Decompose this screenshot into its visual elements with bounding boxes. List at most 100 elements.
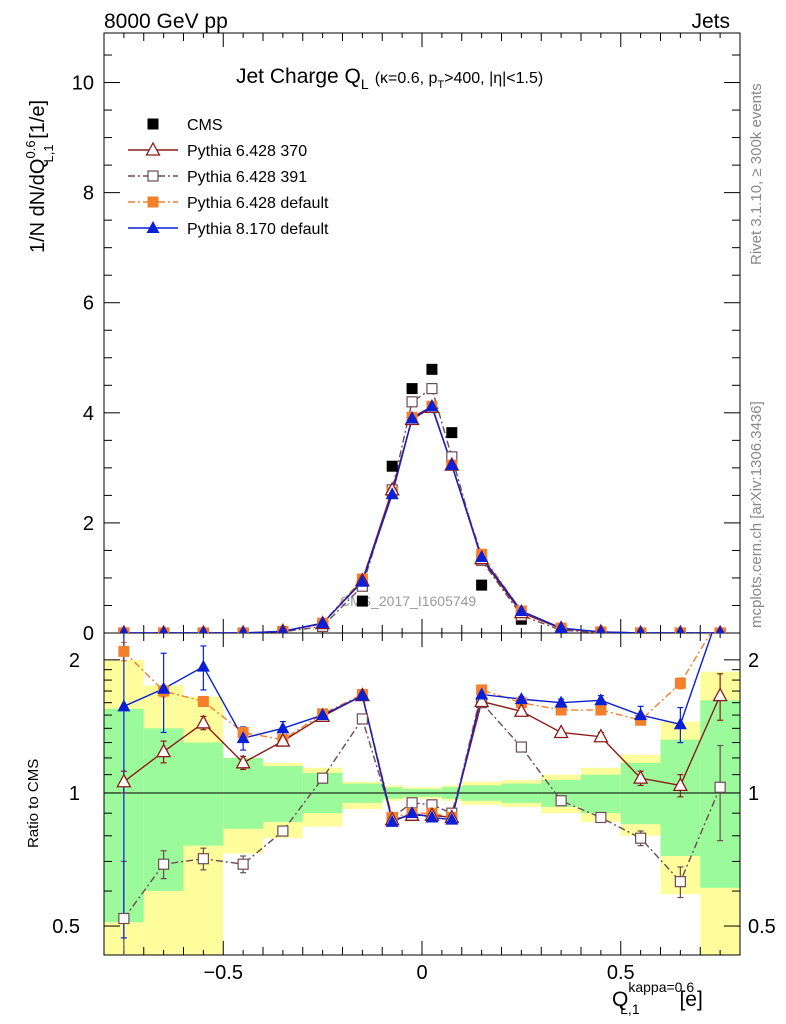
ratio-point-p391 bbox=[118, 912, 130, 925]
ratio-y-tick-label-right: 2 bbox=[748, 650, 759, 672]
analysis-watermark: CMS_2017_I1605749 bbox=[340, 593, 476, 609]
main-y-axis-label-b: [1/e] bbox=[27, 100, 49, 144]
ratio-point-p391 bbox=[714, 781, 726, 793]
ratio-point-p370 bbox=[116, 773, 132, 788]
ratio-point-p391 bbox=[515, 741, 527, 753]
ratio-point-p8 bbox=[514, 692, 528, 705]
x-tick-label: 0 bbox=[416, 962, 427, 984]
main-point-p8 bbox=[445, 458, 459, 471]
plot-title-main: Jet Charge Q bbox=[236, 65, 361, 88]
ratio-point-p391 bbox=[317, 772, 329, 784]
header-collision: 8000 GeV pp bbox=[104, 10, 228, 33]
legend-marker-p370 bbox=[145, 141, 161, 156]
plot-title-main-sub: L bbox=[361, 76, 369, 92]
ratio-point-p391 bbox=[158, 858, 170, 870]
main-y-tick-label: 2 bbox=[83, 513, 94, 535]
ratio-point-p370 bbox=[513, 702, 529, 717]
ratio-point-p8 bbox=[475, 687, 489, 700]
main-y-tick-label: 10 bbox=[72, 73, 94, 95]
main-point-cms bbox=[446, 427, 458, 439]
ratio-y-axis-label: Ratio to CMS bbox=[25, 759, 42, 848]
legend-marker-p8 bbox=[146, 221, 160, 233]
plot-title-detail-sub: T bbox=[437, 79, 444, 91]
ratio-line-p391 bbox=[123, 701, 721, 919]
ratio-point-p391 bbox=[356, 713, 368, 725]
legend-label-p6def: Pythia 6.428 default bbox=[187, 195, 329, 212]
ratio-y-tick-label-right: 0.5 bbox=[748, 916, 776, 938]
ratio-point-p8 bbox=[385, 814, 399, 827]
legend-marker-p391 bbox=[147, 170, 159, 182]
main-y-axis-label-sub: L,1 bbox=[41, 144, 56, 162]
main-y-tick-label: 6 bbox=[83, 293, 94, 315]
plot-title-detail-a: (κ=0.6, p bbox=[375, 70, 438, 87]
ratio-y-tick-label: 1 bbox=[69, 783, 80, 805]
main-point-p391 bbox=[426, 382, 438, 395]
plot-title-detail-b: >400, |η|<1.5) bbox=[444, 70, 543, 87]
x-tick-label: 0.5 bbox=[607, 962, 635, 984]
rivet-version-label: Rivet 3.1.10, ≥ 300k events bbox=[748, 83, 765, 265]
ratio-point-p8 bbox=[236, 731, 250, 744]
main-y-axis-label: 1/N dN/dQ0.6 L,1 [1/e] bbox=[23, 100, 56, 253]
ratio-point-p370 bbox=[235, 754, 251, 769]
main-point-p8 bbox=[159, 626, 168, 633]
ratio-point-p8 bbox=[714, 602, 727, 614]
ratio-point-p8 bbox=[554, 695, 568, 708]
main-plot-series bbox=[118, 363, 726, 633]
legend-label-p8: Pythia 8.170 default bbox=[187, 221, 329, 238]
ratio-point-p391 bbox=[674, 876, 686, 888]
main-point-p8 bbox=[475, 550, 489, 563]
ratio-point-p391 bbox=[555, 795, 567, 807]
ratio-point-p391 bbox=[237, 858, 249, 870]
ratio-point-p6def bbox=[197, 695, 209, 707]
main-y-axis-label-sup: 0.6 bbox=[23, 140, 38, 158]
ratio-plot-series bbox=[116, 602, 728, 955]
ratio-point-p370 bbox=[275, 732, 291, 747]
ratio-point-p8 bbox=[594, 693, 608, 706]
ratio-point-p6def bbox=[555, 704, 567, 716]
ratio-point-p8 bbox=[196, 659, 210, 672]
legend-label-p370: Pythia 6.428 370 bbox=[187, 143, 307, 160]
main-point-cms bbox=[476, 579, 488, 591]
x-tick-label: −0.5 bbox=[204, 962, 243, 984]
ratio-point-p370 bbox=[672, 777, 688, 792]
ratio-y-tick-label: 2 bbox=[69, 650, 80, 672]
main-point-p8 bbox=[405, 411, 419, 424]
ratio-point-p370 bbox=[195, 714, 211, 729]
ratio-point-p391 bbox=[277, 825, 289, 837]
band-green-bin-16 bbox=[660, 739, 701, 857]
main-y-axis-label-a: 1/N dN/dQ bbox=[27, 159, 49, 253]
legend: CMS Pythia 6.428 370 Pythia 6.428 391 Pythi… bbox=[128, 117, 329, 238]
main-point-p8 bbox=[596, 624, 606, 633]
ratio-point-p370 bbox=[156, 743, 172, 758]
main-line-p8 bbox=[123, 405, 721, 633]
ratio-point-p370 bbox=[474, 693, 490, 708]
ratio-point-p6def bbox=[674, 677, 686, 689]
ratio-point-p8 bbox=[276, 721, 290, 734]
main-point-p8 bbox=[716, 626, 724, 633]
legend-label-cms: CMS bbox=[187, 117, 223, 134]
legend-label-p391: Pythia 6.428 391 bbox=[187, 169, 307, 186]
main-y-tick-label: 0 bbox=[83, 623, 94, 645]
ratio-point-p370 bbox=[712, 687, 728, 702]
main-point-p8 bbox=[554, 621, 568, 633]
ratio-point-p391 bbox=[635, 832, 647, 844]
x-axis-label-b: [e] bbox=[674, 988, 703, 1011]
main-point-p8 bbox=[120, 626, 128, 633]
ratio-point-p8 bbox=[117, 699, 131, 712]
main-point-cms bbox=[406, 383, 418, 395]
main-point-cms bbox=[386, 460, 398, 472]
main-y-tick-label: 4 bbox=[83, 403, 94, 425]
ratio-y-tick-label-right: 1 bbox=[748, 783, 759, 805]
ratio-point-p6def bbox=[595, 704, 607, 716]
ratio-point-p391 bbox=[197, 853, 209, 865]
main-point-p391 bbox=[406, 396, 418, 408]
x-axis-label-sub: L,1 bbox=[620, 1001, 640, 1017]
ratio-point-p8 bbox=[634, 708, 648, 721]
main-point-p8 bbox=[514, 603, 528, 616]
mcplots-label: mcplots.cern.ch [arXiv:1306.3436] bbox=[748, 401, 765, 628]
band-green-bin-14 bbox=[581, 774, 621, 814]
ratio-point-p370 bbox=[633, 769, 649, 784]
plot-title: Jet Charge QL (κ=0.6, pT>400, |η|<1.5) bbox=[236, 65, 543, 92]
